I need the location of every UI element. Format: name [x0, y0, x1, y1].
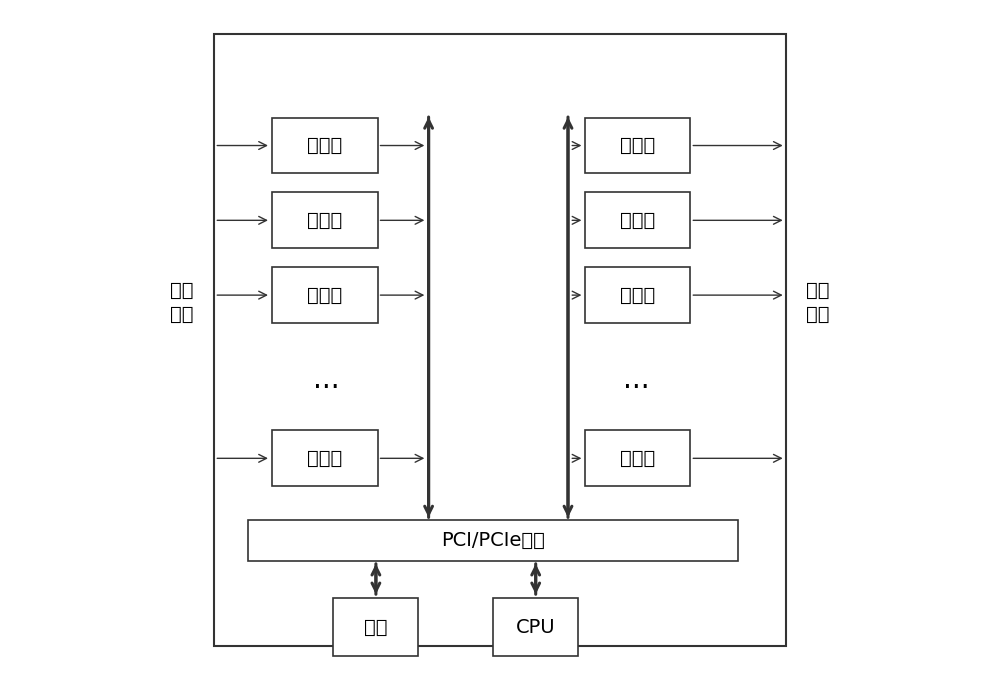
- Text: 显示板: 显示板: [620, 136, 655, 155]
- Bar: [585, 192, 690, 248]
- Text: 显示板: 显示板: [620, 286, 655, 305]
- Text: PCI/PCIe总线: PCI/PCIe总线: [441, 531, 545, 550]
- Text: ···: ···: [623, 373, 649, 402]
- Text: CPU: CPU: [516, 618, 556, 636]
- Bar: [272, 118, 378, 173]
- Text: 视频
输出: 视频 输出: [806, 282, 830, 324]
- Text: 采集板: 采集板: [307, 211, 343, 230]
- Text: 采集板: 采集板: [307, 449, 343, 468]
- Bar: [214, 34, 786, 646]
- Text: ···: ···: [313, 373, 340, 402]
- Text: 采集板: 采集板: [307, 286, 343, 305]
- Bar: [333, 598, 418, 656]
- Bar: [585, 267, 690, 323]
- Bar: [248, 520, 738, 561]
- Text: 显示板: 显示板: [620, 449, 655, 468]
- Bar: [272, 192, 378, 248]
- Bar: [493, 598, 578, 656]
- Text: 内存: 内存: [364, 618, 388, 636]
- Bar: [585, 118, 690, 173]
- Bar: [272, 430, 378, 486]
- Bar: [272, 267, 378, 323]
- Text: 视频
输入: 视频 输入: [170, 282, 194, 324]
- Text: 采集板: 采集板: [307, 136, 343, 155]
- Text: 显示板: 显示板: [620, 211, 655, 230]
- Bar: [585, 430, 690, 486]
